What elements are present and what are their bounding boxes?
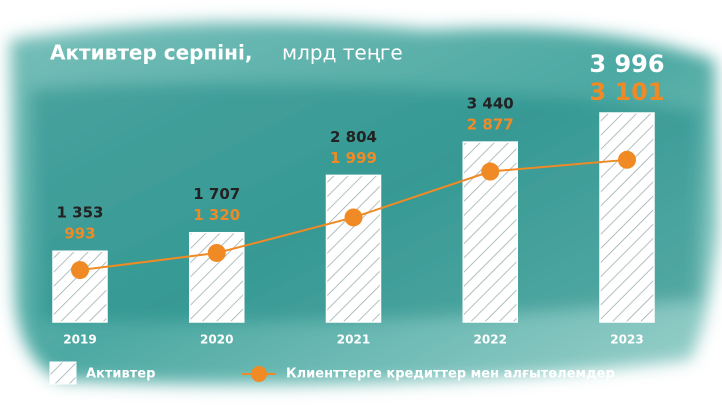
x-tick-label: 2019 [63, 333, 96, 347]
value-label: 2 804 [330, 128, 377, 146]
value-label: 1 999 [330, 149, 377, 167]
value-label: 3 440 [467, 95, 514, 113]
value-label: 1 353 [57, 204, 104, 222]
value-label: 2 877 [467, 116, 514, 134]
legend-label: Клиенттерге кредиттер мен алғытөлемдер [286, 367, 615, 382]
x-tick-label: 2020 [200, 333, 233, 347]
x-tick-label: 2022 [474, 333, 507, 347]
value-label: 1 707 [193, 185, 240, 203]
legend-marker [251, 366, 267, 382]
bar [599, 112, 655, 323]
legend-label: Активтер [86, 367, 155, 382]
chart-title: Активтер серпіні, [50, 41, 252, 65]
point [207, 243, 226, 262]
value-label: 3 996 [589, 50, 664, 78]
legend-swatch [49, 361, 77, 385]
bar [325, 174, 382, 323]
bar [462, 141, 518, 323]
value-label: 1 320 [193, 206, 240, 224]
value-label: 3 101 [589, 78, 664, 106]
point [71, 261, 89, 280]
point [481, 162, 500, 181]
point [618, 150, 636, 169]
value-label: 993 [64, 225, 95, 243]
x-tick-label: 2021 [337, 333, 370, 347]
chart-subtitle: млрд теңге [282, 41, 403, 65]
point [344, 208, 363, 227]
x-tick-label: 2023 [610, 333, 643, 347]
